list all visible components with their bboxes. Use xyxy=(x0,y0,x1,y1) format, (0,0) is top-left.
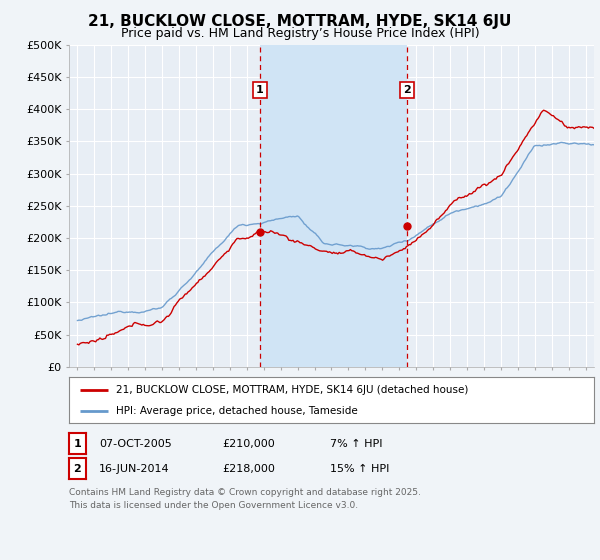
Text: 2: 2 xyxy=(403,85,411,95)
Text: 15% ↑ HPI: 15% ↑ HPI xyxy=(330,464,389,474)
Text: 07-OCT-2005: 07-OCT-2005 xyxy=(99,438,172,449)
Text: 16-JUN-2014: 16-JUN-2014 xyxy=(99,464,170,474)
Text: Price paid vs. HM Land Registry’s House Price Index (HPI): Price paid vs. HM Land Registry’s House … xyxy=(121,27,479,40)
Text: 21, BUCKLOW CLOSE, MOTTRAM, HYDE, SK14 6JU (detached house): 21, BUCKLOW CLOSE, MOTTRAM, HYDE, SK14 6… xyxy=(116,385,469,395)
Text: £218,000: £218,000 xyxy=(222,464,275,474)
Text: 21, BUCKLOW CLOSE, MOTTRAM, HYDE, SK14 6JU: 21, BUCKLOW CLOSE, MOTTRAM, HYDE, SK14 6… xyxy=(88,14,512,29)
Text: 7% ↑ HPI: 7% ↑ HPI xyxy=(330,438,383,449)
Text: Contains HM Land Registry data © Crown copyright and database right 2025.
This d: Contains HM Land Registry data © Crown c… xyxy=(69,488,421,510)
Text: £210,000: £210,000 xyxy=(222,438,275,449)
Text: 1: 1 xyxy=(256,85,264,95)
Text: 1: 1 xyxy=(74,438,81,449)
Text: 2: 2 xyxy=(74,464,81,474)
Bar xyxy=(260,45,407,367)
Text: HPI: Average price, detached house, Tameside: HPI: Average price, detached house, Tame… xyxy=(116,407,358,416)
